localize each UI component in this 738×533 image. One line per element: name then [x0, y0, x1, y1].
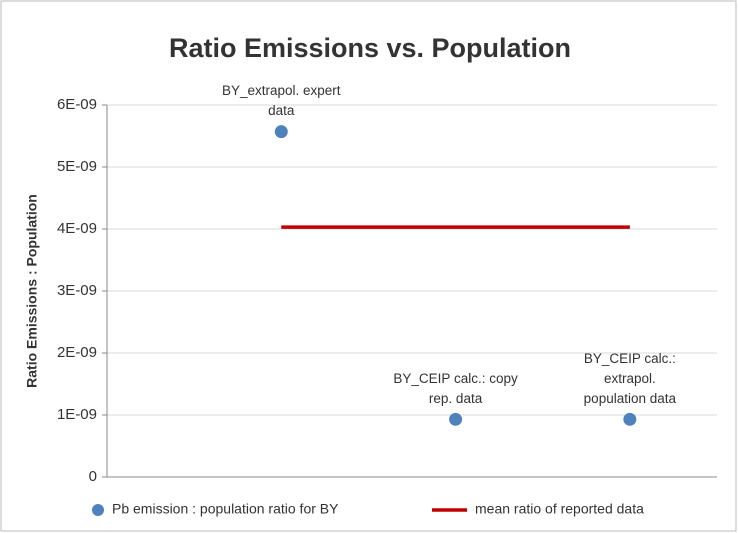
y-tick-label: 4E-09 — [57, 220, 97, 237]
point-label: BY_CEIP calc.: — [584, 351, 676, 366]
point-label: rep. data — [429, 391, 483, 406]
chart-title: Ratio Emissions vs. Population — [169, 33, 571, 63]
y-tick-label: 0 — [89, 468, 97, 485]
y-tick-label: 2E-09 — [57, 344, 97, 361]
point-label: population data — [584, 391, 677, 406]
point-label: BY_extrapol. expert — [222, 83, 341, 98]
point — [623, 412, 637, 426]
point-label: extrapol. — [604, 371, 656, 386]
legend-label: mean ratio of reported data — [475, 501, 644, 517]
point — [274, 125, 288, 139]
legend-swatch — [92, 504, 104, 516]
y-tick-label: 3E-09 — [57, 282, 97, 299]
y-tick-label: 6E-09 — [57, 96, 97, 113]
point-label: data — [268, 103, 295, 118]
point-label: BY_CEIP calc.: copy — [393, 371, 518, 386]
y-axis-label: Ratio Emissions : Population — [24, 194, 40, 388]
y-tick-label: 5E-09 — [57, 158, 97, 175]
y-tick-label: 1E-09 — [57, 406, 97, 423]
point — [449, 412, 463, 426]
legend-label: Pb emission : population ratio for BY — [112, 501, 339, 517]
